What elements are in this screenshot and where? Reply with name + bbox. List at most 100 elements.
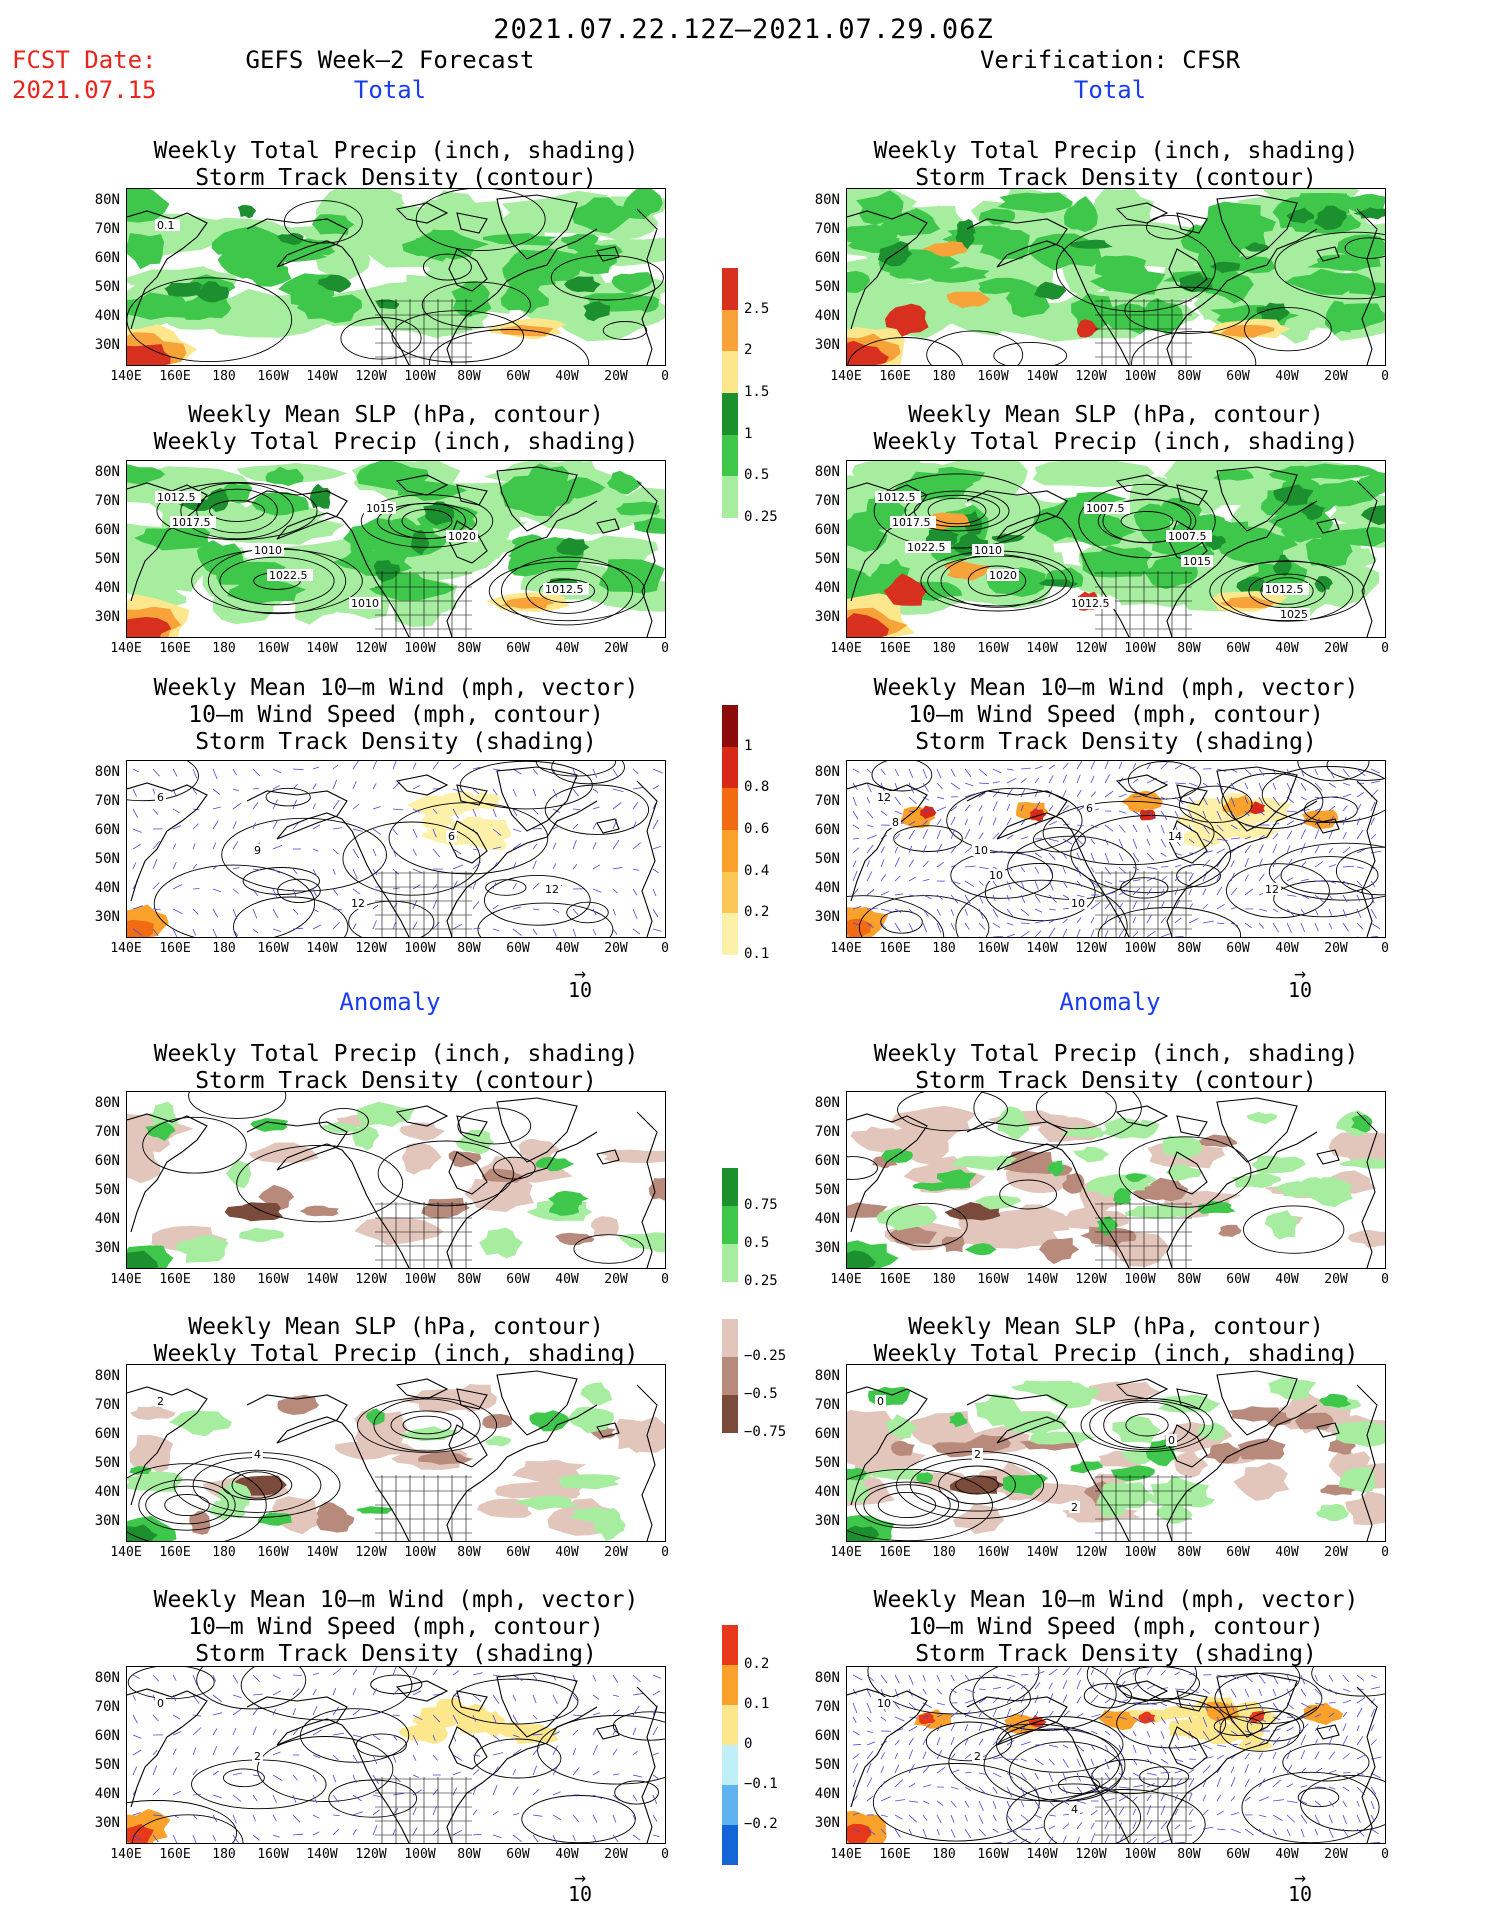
anom-wet-light bbox=[876, 1205, 938, 1231]
contour-label: 1015 bbox=[366, 502, 394, 515]
anom-wet-light bbox=[1315, 1503, 1349, 1522]
lon-label: 140W bbox=[1026, 641, 1058, 656]
anom-dry-light bbox=[1347, 1229, 1385, 1248]
lon-label: 0 bbox=[1381, 1545, 1389, 1560]
precip-medium bbox=[847, 518, 888, 552]
anom-wet-light bbox=[1089, 1179, 1153, 1191]
lon-label: 80W bbox=[1177, 1847, 1201, 1862]
lon-label: 40W bbox=[1275, 641, 1299, 656]
precip-medium bbox=[176, 295, 232, 320]
lon-label: 20W bbox=[1324, 1545, 1348, 1560]
anom-wet-medium bbox=[1113, 1188, 1132, 1205]
lat-label: 40N bbox=[94, 308, 120, 324]
colorbar-tick: 0 bbox=[744, 1736, 753, 1752]
lon-label: 140W bbox=[306, 1545, 338, 1560]
lat-label: 70N bbox=[94, 793, 120, 809]
contour-label: 6 bbox=[1086, 802, 1093, 815]
precip-medium bbox=[561, 233, 599, 250]
lon-label: 60W bbox=[506, 941, 530, 956]
storm-density-high bbox=[847, 1823, 872, 1843]
storm-density-light bbox=[421, 809, 454, 831]
lon-label: 20W bbox=[604, 369, 628, 384]
anom-dry-light bbox=[354, 1217, 444, 1246]
coastline bbox=[127, 1097, 658, 1268]
anom-dry-light bbox=[1345, 1491, 1385, 1526]
lon-label: 20W bbox=[1324, 1847, 1348, 1862]
precip-red bbox=[883, 573, 928, 606]
lon-label: 60W bbox=[506, 1272, 530, 1287]
anom-dry-light bbox=[1233, 1462, 1290, 1501]
storm-density-mid bbox=[1098, 1710, 1140, 1731]
lon-label: 180 bbox=[932, 1847, 956, 1862]
lon-label: 60W bbox=[1226, 1545, 1250, 1560]
storm-density-high bbox=[918, 1712, 936, 1725]
anom-wet-light bbox=[1265, 1210, 1299, 1240]
lon-label: 20W bbox=[604, 641, 628, 656]
verification-column-title: Verification: CFSR bbox=[979, 46, 1241, 74]
lon-label: 140E bbox=[110, 369, 142, 384]
anom-dry-medium bbox=[1144, 1177, 1189, 1202]
contour-label: 1015 bbox=[1183, 555, 1211, 568]
lon-label: 40W bbox=[555, 1272, 579, 1287]
panel-title-line: Weekly Total Precip (inch, shading) bbox=[873, 429, 1359, 455]
anom-dry-light bbox=[590, 1216, 619, 1237]
state-borders bbox=[375, 1777, 472, 1843]
lon-label: 160W bbox=[257, 1847, 289, 1862]
panel-title-p4l: Weekly Total Precip (inch, shading) Storm… bbox=[116, 1041, 676, 1095]
precip-medium bbox=[265, 466, 304, 487]
precip-medium bbox=[847, 579, 879, 597]
colorbar-precip_total bbox=[722, 268, 738, 518]
anom-wet-light bbox=[1162, 1135, 1203, 1160]
precip-medium bbox=[134, 524, 211, 551]
lon-label: 140E bbox=[830, 641, 862, 656]
anom-dry-medium bbox=[482, 1414, 513, 1429]
panel-title-line: Storm Track Density (contour) bbox=[915, 1068, 1317, 1094]
lat-label: 50N bbox=[94, 1182, 120, 1198]
precip-medium bbox=[847, 224, 899, 244]
precip-heavy bbox=[1273, 484, 1314, 506]
panel-title-p3r: Weekly Mean 10–m Wind (mph, vector) 10–m … bbox=[836, 675, 1396, 756]
lon-label: 160E bbox=[159, 641, 191, 656]
lon-label: 160W bbox=[977, 941, 1009, 956]
lon-label: 80W bbox=[1177, 369, 1201, 384]
precip-medium bbox=[1180, 224, 1221, 255]
anom-dry-medium bbox=[448, 1150, 482, 1168]
contour-label-bg bbox=[972, 1750, 983, 1762]
lat-label: 50N bbox=[814, 551, 840, 567]
lat-label: 40N bbox=[814, 1211, 840, 1227]
lat-label: 80N bbox=[94, 1095, 120, 1111]
anom-wet-medium bbox=[250, 1118, 288, 1132]
anom-wet-light bbox=[352, 1123, 380, 1151]
panel-title-line: 10–m Wind Speed (mph, contour) bbox=[188, 1614, 604, 1640]
lon-label: 100W bbox=[404, 369, 436, 384]
precip-medium bbox=[571, 197, 633, 234]
precip-medium bbox=[997, 192, 1074, 214]
anom-dry-medium bbox=[299, 1205, 339, 1217]
lon-label: 40W bbox=[1275, 941, 1299, 956]
lon-label: 140W bbox=[306, 641, 338, 656]
lon-label: 140W bbox=[306, 369, 338, 384]
slp-contours bbox=[156, 482, 646, 626]
lon-label: 120W bbox=[355, 1847, 387, 1862]
lat-label: 80N bbox=[94, 1368, 120, 1384]
anom-wet-light bbox=[1338, 1467, 1376, 1493]
lat-label: 40N bbox=[94, 1786, 120, 1802]
lat-label: 60N bbox=[814, 1426, 840, 1442]
precip-medium bbox=[622, 189, 663, 220]
colorbar-storm_total bbox=[722, 705, 738, 955]
contour-label: 1020 bbox=[448, 530, 476, 543]
colorbar-swatch bbox=[722, 268, 738, 310]
lat-label: 70N bbox=[814, 793, 840, 809]
state-borders bbox=[1095, 871, 1192, 937]
precip-light bbox=[574, 535, 659, 565]
anom-dry-medium bbox=[258, 1184, 295, 1211]
lat-label: 30N bbox=[814, 1513, 840, 1529]
colorbar-tick: −0.1 bbox=[744, 1776, 778, 1792]
lon-label: 0 bbox=[661, 1272, 669, 1287]
lon-label: 80W bbox=[457, 369, 481, 384]
panel-title-line: Storm Track Density (contour) bbox=[195, 1068, 597, 1094]
colorbar-tick: 0.2 bbox=[744, 904, 770, 921]
lon-label: 160W bbox=[977, 1847, 1009, 1862]
precip-medium bbox=[483, 233, 559, 246]
precip-medium bbox=[978, 277, 1030, 295]
